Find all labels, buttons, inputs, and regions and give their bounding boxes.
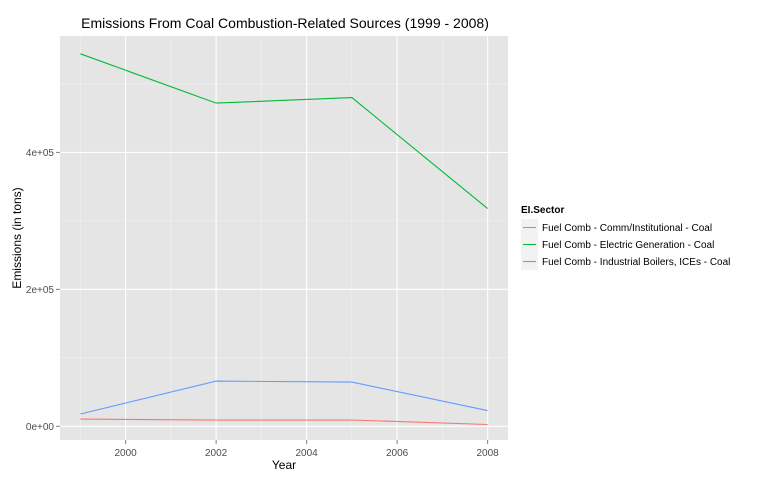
- legend-title: EI.Sector: [521, 205, 564, 216]
- x-tick-label: 2000: [114, 448, 137, 459]
- series-line-1: [80, 418, 488, 426]
- chart-title: Emissions From Coal Combustion-Related S…: [81, 15, 489, 31]
- major-gridlines: [60, 36, 508, 440]
- series-lines: [80, 53, 488, 426]
- legend-items: Fuel Comb - Comm/Institutional - Coal Fue…: [521, 219, 730, 270]
- x-axis-title: Year: [272, 458, 296, 472]
- legend-label: Fuel Comb - Comm/Institutional - Coal: [542, 223, 712, 234]
- y-tick-label: 2e+05: [26, 285, 55, 296]
- y-tick-label: 0e+00: [26, 422, 55, 433]
- x-tick-label: 2002: [205, 448, 228, 459]
- y-tick-label: 4e+05: [26, 148, 55, 159]
- x-tick-label: 2008: [477, 448, 500, 459]
- x-tick-label: 2006: [386, 448, 409, 459]
- series-line-3: [80, 380, 488, 415]
- minor-gridlines: [60, 36, 508, 440]
- legend-label: Fuel Comb - Electric Generation - Coal: [542, 240, 714, 251]
- y-axis-ticks: 0e+00 2e+05 4e+05: [26, 148, 60, 433]
- plot-panel: [60, 36, 508, 440]
- legend-label: Fuel Comb - Industrial Boilers, ICEs - C…: [542, 257, 730, 268]
- x-tick-label: 2004: [296, 448, 319, 459]
- series-line-2: [80, 53, 488, 210]
- x-axis-ticks: 2000 2002 2004 2006 2008: [114, 440, 499, 459]
- legend: EI.Sector Fuel Comb - Comm/Institutional…: [521, 205, 730, 270]
- y-axis-title: Emissions (in tons): [10, 187, 24, 288]
